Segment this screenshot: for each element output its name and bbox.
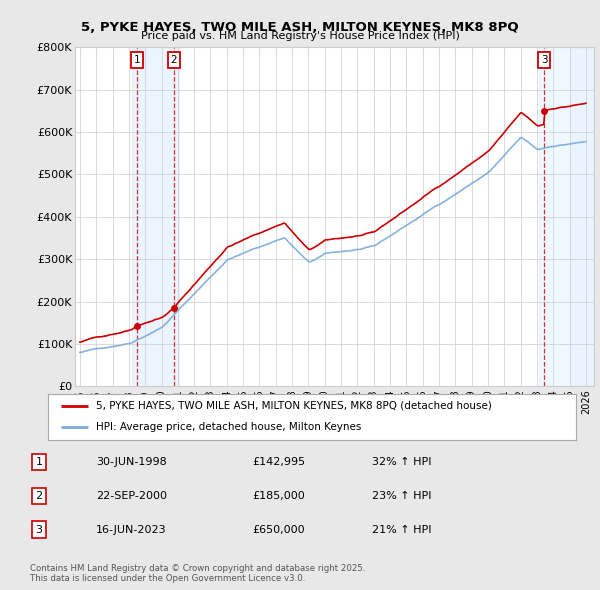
Text: £142,995: £142,995 <box>252 457 305 467</box>
Bar <box>132 47 179 386</box>
Text: Contains HM Land Registry data © Crown copyright and database right 2025.
This d: Contains HM Land Registry data © Crown c… <box>30 563 365 583</box>
Text: 23% ↑ HPI: 23% ↑ HPI <box>372 491 431 501</box>
Text: £185,000: £185,000 <box>252 491 305 501</box>
Bar <box>539 47 594 386</box>
Text: 32% ↑ HPI: 32% ↑ HPI <box>372 457 431 467</box>
Text: 30-JUN-1998: 30-JUN-1998 <box>96 457 167 467</box>
Text: 2: 2 <box>35 491 43 501</box>
Text: 1: 1 <box>35 457 43 467</box>
Text: 5, PYKE HAYES, TWO MILE ASH, MILTON KEYNES, MK8 8PQ: 5, PYKE HAYES, TWO MILE ASH, MILTON KEYN… <box>81 21 519 34</box>
Bar <box>569 47 594 386</box>
Text: 2: 2 <box>170 55 177 65</box>
Text: 5, PYKE HAYES, TWO MILE ASH, MILTON KEYNES, MK8 8PQ (detached house): 5, PYKE HAYES, TWO MILE ASH, MILTON KEYN… <box>95 401 491 411</box>
Text: 3: 3 <box>541 55 548 65</box>
Text: 3: 3 <box>35 525 43 535</box>
Bar <box>569 47 594 386</box>
Text: 22-SEP-2000: 22-SEP-2000 <box>96 491 167 501</box>
Text: 1: 1 <box>134 55 140 65</box>
Text: Price paid vs. HM Land Registry's House Price Index (HPI): Price paid vs. HM Land Registry's House … <box>140 31 460 41</box>
Text: 16-JUN-2023: 16-JUN-2023 <box>96 525 167 535</box>
Text: 21% ↑ HPI: 21% ↑ HPI <box>372 525 431 535</box>
Text: £650,000: £650,000 <box>252 525 305 535</box>
Text: HPI: Average price, detached house, Milton Keynes: HPI: Average price, detached house, Milt… <box>95 422 361 432</box>
